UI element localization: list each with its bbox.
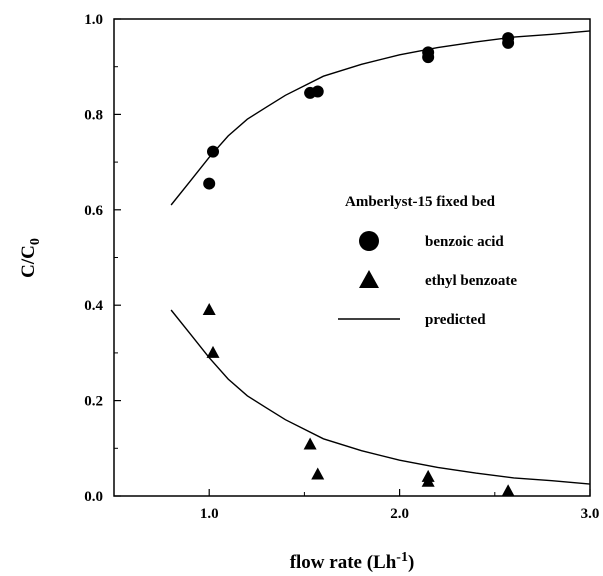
ethyl-benzoate-point — [303, 437, 317, 450]
benzoic-acid-point — [422, 46, 435, 59]
y-tick-label: 0.2 — [84, 394, 103, 410]
x-axis-ticks: 1.0 2.0 3.0 — [113, 489, 600, 522]
x-tick-label: 3.0 — [581, 506, 600, 522]
y-tick-label: 0.6 — [84, 203, 103, 219]
legend-label-predicted: predicted — [425, 312, 486, 328]
legend: Amberlyst-15 fixed bed benzoic acid ethy… — [338, 194, 517, 328]
data-points — [202, 32, 515, 497]
ethyl-benzoate-point — [501, 484, 515, 497]
benzoic-acid-point — [207, 145, 220, 158]
ethyl-benzoate-point — [421, 474, 435, 487]
ethyl-benzoate-point — [311, 467, 325, 480]
predicted-curve-3 — [170, 309, 591, 485]
legend-marker-benzoic-acid — [359, 231, 379, 251]
benzoic-acid-point — [502, 32, 515, 45]
x-axis-title-superscript: -1 — [396, 550, 408, 565]
plot-frame — [113, 18, 591, 497]
y-tick-label: 0.0 — [84, 489, 103, 505]
x-axis-title-main: flow rate (Lh — [290, 552, 397, 573]
x-tick-label: 1.0 — [200, 506, 219, 522]
y-axis-title-subscript: 0 — [28, 238, 43, 245]
legend-title: Amberlyst-15 fixed bed — [345, 194, 496, 210]
benzoic-acid-point — [311, 85, 324, 98]
benzoic-acid-point — [203, 177, 216, 190]
x-axis-title: flow rate (Lh-1) — [290, 550, 415, 573]
x-axis-title-close: ) — [408, 552, 414, 573]
y-tick-label: 0.8 — [84, 107, 103, 123]
ethyl-benzoate-point — [202, 302, 216, 315]
y-axis-ticks: 0.0 0.2 0.4 0.6 0.8 1.0 — [84, 12, 121, 505]
y-axis-title: C/C0 — [18, 238, 43, 278]
legend-label-benzoic-acid: benzoic acid — [425, 234, 504, 250]
predicted-curve-2 — [170, 30, 591, 206]
legend-label-ethyl-benzoate: ethyl benzoate — [425, 273, 517, 289]
legend-marker-ethyl-benzoate — [359, 270, 379, 288]
predicted-curves — [170, 30, 591, 485]
ethyl-benzoate-point — [206, 345, 220, 358]
y-axis-title-main: C/C — [18, 245, 39, 278]
x-tick-label: 2.0 — [390, 506, 409, 522]
y-tick-label: 0.4 — [84, 298, 103, 314]
y-tick-label: 1.0 — [84, 12, 103, 28]
